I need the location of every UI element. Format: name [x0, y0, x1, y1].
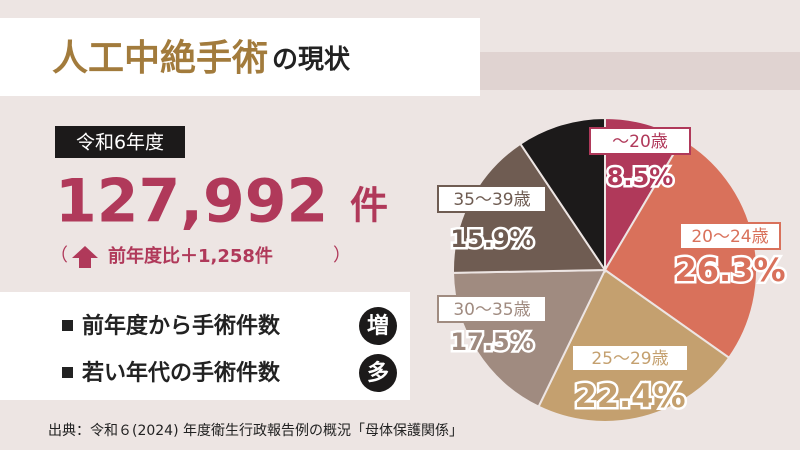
slice-label: 35～39歳 [453, 190, 530, 210]
change: 前年度比＋1,258件 [108, 245, 273, 267]
badge [359, 354, 397, 392]
bullet-square [62, 320, 73, 331]
count: 127,992 [55, 167, 328, 237]
title-suffix: の現状 [272, 45, 351, 75]
title: 人工中絶手術 の現状 [52, 37, 351, 79]
slice-label-box [571, 344, 689, 372]
slice-value: 26.3% [674, 251, 785, 289]
badge-text: 多 [367, 360, 389, 386]
slice-label-box [679, 222, 781, 250]
bullet-text: 前年度から手術件数 [82, 313, 281, 339]
pie-slice [518, 116, 606, 274]
slice-label-box [437, 295, 547, 323]
pie-labels: ～20歳 8.5% 20～24歳 26.3% 25～29歳 22.4% 30～35歳 17.5… [437, 127, 788, 418]
year: 令和6年度 [76, 132, 164, 154]
title-main: 人工中絶手術 [52, 37, 268, 79]
slice-label: 30～35歳 [453, 300, 530, 320]
bullet-text: 若い年代の手術件数 [82, 360, 281, 386]
slice-value: 17.5% [450, 328, 533, 356]
badge [359, 307, 397, 345]
bullet-box [0, 292, 410, 400]
title-box [0, 18, 480, 96]
slice-label: 25～29歳 [591, 349, 668, 369]
up-arrow [72, 246, 98, 268]
bullet-square [62, 367, 73, 378]
slice-label-box [437, 185, 547, 213]
slice-value: 22.4% [574, 377, 685, 415]
change-open: （ [50, 245, 68, 266]
year-box [55, 126, 185, 158]
change-close: ） [333, 245, 351, 266]
badge-text: 増 [367, 313, 389, 339]
title-band [470, 52, 800, 90]
count-unit: 件 [350, 184, 388, 228]
slice-label: ～20歳 [612, 132, 668, 152]
slice-value: 15.9% [450, 225, 533, 253]
slice-label-box [589, 127, 691, 155]
source: 出典：令和６(2024) 年度衛生行政報告例の概況「母体保護関係」 [48, 423, 463, 439]
slice-label: 20～24歳 [691, 227, 768, 247]
slice-value: 8.5% [607, 163, 674, 191]
